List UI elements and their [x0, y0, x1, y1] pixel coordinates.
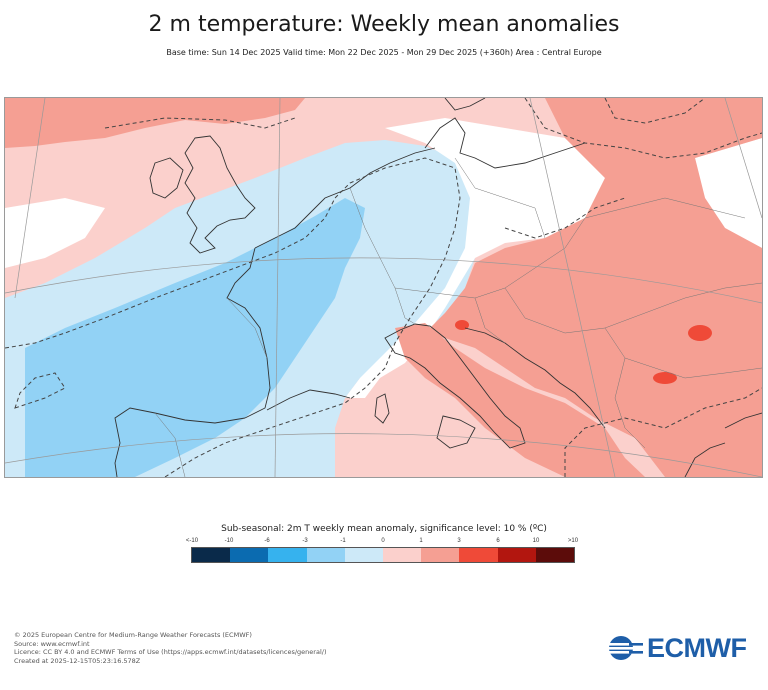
footer-source: Source: www.ecmwf.int — [14, 639, 90, 648]
anomaly-region-warm-adriatic — [395, 323, 645, 477]
legend-tick: 6 — [496, 538, 500, 544]
legend-tick: 1 — [419, 538, 423, 544]
anomaly-region-neutral-northeast — [695, 138, 762, 248]
ecmwf-logo-icon — [607, 636, 643, 660]
legend-tick: -10 — [224, 538, 234, 544]
legend-tick: <-10 — [185, 538, 199, 544]
footer-credits: © 2025 European Centre for Medium-Range … — [14, 631, 327, 665]
legend-tick: 3 — [457, 538, 461, 544]
legend-swatch — [535, 548, 575, 562]
legend-swatch — [306, 548, 345, 562]
legend-colorbar — [191, 547, 575, 563]
anomaly-region-warm-east — [425, 98, 762, 477]
anomaly-hotspot-romania — [688, 325, 712, 341]
legend-swatch — [383, 548, 422, 562]
footer-created: Created at 2025-12-15T05:23:16.578Z — [14, 656, 141, 665]
chart-subtitle: Base time: Sun 14 Dec 2025 Valid time: M… — [166, 48, 602, 57]
legend-swatch — [459, 548, 498, 562]
graticule — [5, 98, 762, 477]
footer-copyright: © 2025 European Centre for Medium-Range … — [14, 631, 252, 639]
anomaly-region-cold — [25, 198, 365, 477]
map-canvas — [5, 98, 762, 477]
legend-tick: 10 — [532, 538, 540, 544]
anomaly-hotspot-alps — [455, 320, 469, 330]
legend-swatch — [344, 548, 384, 562]
coastlines — [114, 98, 762, 477]
legend-swatch — [497, 548, 536, 562]
legend-swatch — [192, 548, 231, 562]
anomaly-region-warm-north — [5, 98, 305, 148]
legend-tick: 0 — [381, 538, 385, 544]
anomaly-hotspot-balkans — [653, 372, 677, 384]
legend-tick: -1 — [340, 538, 346, 544]
legend-swatch — [230, 548, 269, 562]
significance-contours — [5, 98, 762, 477]
footer-licence: Licence: CC BY 4.0 and ECMWF Terms of Us… — [14, 648, 327, 657]
legend-swatch — [421, 548, 460, 562]
legend-tick: -3 — [302, 538, 308, 544]
chart-title: 2 m temperature: Weekly mean anomalies — [148, 12, 620, 37]
legend-swatch — [268, 548, 307, 562]
legend-tick: >10 — [567, 538, 579, 544]
anomaly-region-neutral-west — [5, 198, 105, 268]
ecmwf-logo[interactable]: ECMWF — [607, 632, 747, 663]
anomaly-map[interactable] — [4, 97, 763, 478]
country-borders — [154, 157, 762, 477]
legend-title: Sub-seasonal: 2m T weekly mean anomaly, … — [221, 524, 547, 534]
legend-ticks: <-10 -10 -6 -3 -1 0 1 3 6 10 >10 — [186, 538, 579, 548]
legend-tick: -6 — [264, 538, 270, 544]
ecmwf-logo-text: ECMWF — [647, 632, 747, 663]
